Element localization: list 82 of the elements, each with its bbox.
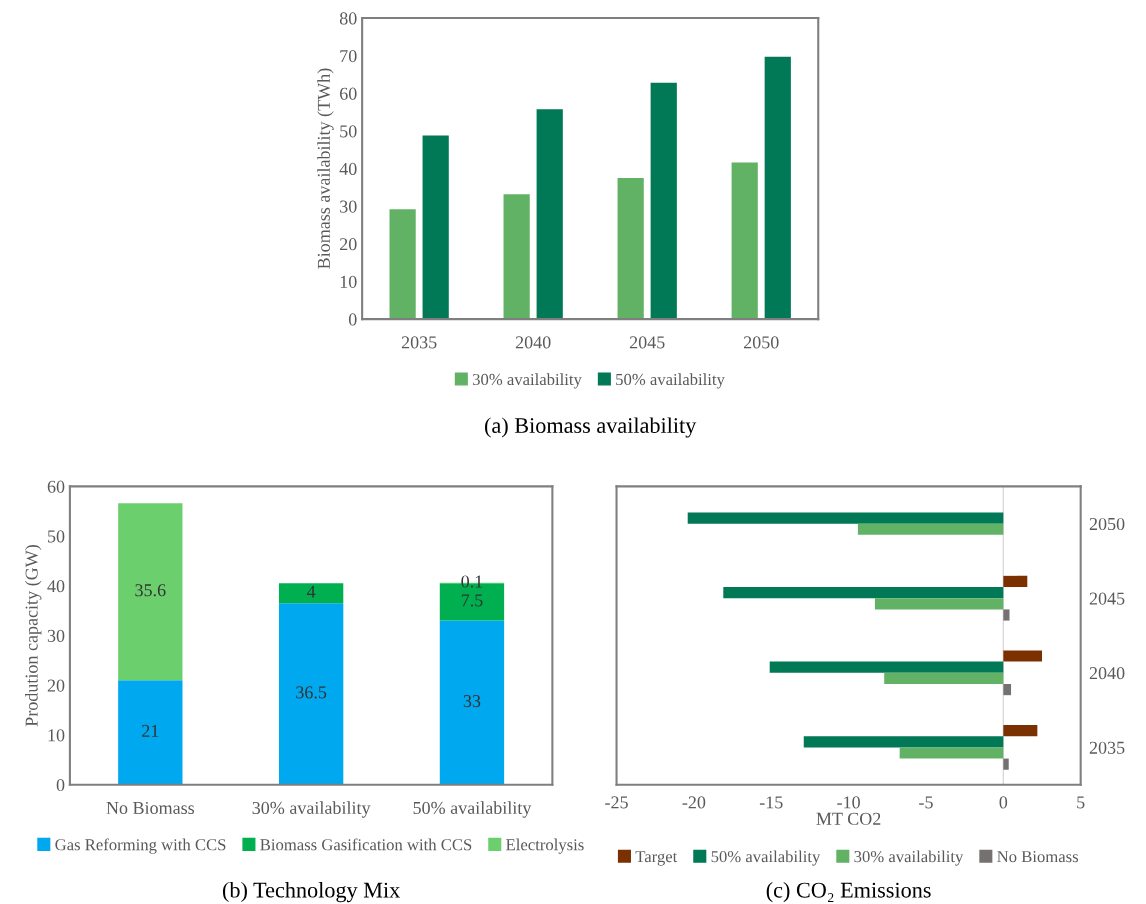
bar <box>803 736 1004 748</box>
y-tick-label: 2035 <box>1089 741 1125 754</box>
bar <box>503 194 530 320</box>
x-tick-label: No Biomass <box>106 801 195 815</box>
y-axis-title: Biomass availability (TWh) <box>317 68 334 269</box>
x-tick-label: 0 <box>999 796 1008 809</box>
legend-label: 30% availability <box>854 850 964 866</box>
x-tick-label: 2040 <box>515 336 551 349</box>
x-tick-label: 2045 <box>629 336 665 349</box>
bar <box>650 82 677 320</box>
y-tick-label: 30 <box>47 629 65 642</box>
x-tick-label: 50% availability <box>413 801 532 818</box>
bar <box>769 661 1004 673</box>
bar <box>1003 683 1012 696</box>
data-label: 35.6 <box>135 584 166 597</box>
y-tick-label: 0 <box>56 778 65 792</box>
y-axis-title: Prodution capacity (GW) <box>25 545 42 727</box>
data-label: 36.5 <box>296 686 327 699</box>
bar <box>884 672 1004 684</box>
x-tick-label: -25 <box>605 796 628 809</box>
bar <box>422 135 449 320</box>
bar <box>617 178 644 320</box>
legend-label: 50% availability <box>616 373 725 389</box>
y-tick-label: 50 <box>48 530 65 543</box>
y-tick-label: 10 <box>48 729 65 742</box>
bar <box>899 747 1004 759</box>
bar <box>857 523 1004 535</box>
legend-label: Electrolysis <box>506 838 584 854</box>
y-tick-label: 50 <box>340 125 357 138</box>
y-tick-label: 2040 <box>1089 667 1125 680</box>
y-tick-label: 70 <box>340 49 357 63</box>
x-tick-label: -15 <box>759 796 783 809</box>
bar <box>723 587 1004 599</box>
bar <box>278 583 344 604</box>
x-tick-label: 5 <box>1077 796 1085 809</box>
x-axis-title: MT CO2 <box>816 812 881 825</box>
x-tick-label: 2035 <box>401 336 437 349</box>
x-tick-label: 30% availability <box>252 801 371 818</box>
x-tick-label: -5 <box>919 796 933 809</box>
bar <box>874 598 1004 610</box>
bar <box>1003 575 1028 588</box>
bar <box>278 603 344 785</box>
y-tick-label: 40 <box>339 162 357 176</box>
legend-label: No Biomass <box>997 851 1079 863</box>
legend-label: 30% availability <box>472 373 582 389</box>
y-tick-label: 40 <box>47 580 65 593</box>
bar <box>1003 725 1038 737</box>
bar <box>1003 758 1009 770</box>
y-tick-label: 20 <box>47 679 65 692</box>
bar <box>118 680 183 785</box>
text: (a) Biomass availability <box>485 417 697 438</box>
x-tick-label: 2050 <box>743 336 779 349</box>
y-tick-label: 10 <box>340 275 357 288</box>
y-tick-label: 60 <box>340 87 357 100</box>
data-label: 7.5 <box>461 594 483 607</box>
y-tick-label: 0 <box>348 313 357 326</box>
legend-label: Biomass Gasification with CCS <box>260 838 472 851</box>
bar <box>439 620 505 785</box>
bar <box>389 209 416 320</box>
bar <box>536 109 563 320</box>
legend-label: Target <box>635 851 678 866</box>
y-tick-label: 20 <box>340 238 357 251</box>
data-label: 21 <box>142 724 159 737</box>
legend-label: 50% availability <box>711 850 821 866</box>
x-tick-label: -10 <box>837 796 860 809</box>
data-label: 33 <box>463 695 481 708</box>
bar <box>1003 650 1042 662</box>
bar <box>764 56 791 320</box>
y-tick-label: 60 <box>47 480 65 493</box>
x-tick-label: -20 <box>682 796 706 809</box>
data-label: 4 <box>306 585 316 598</box>
bar <box>1003 609 1010 621</box>
y-tick-label: 80 <box>339 12 357 25</box>
bar <box>687 512 1004 524</box>
bar <box>118 503 183 681</box>
y-tick-label: 2045 <box>1089 592 1125 605</box>
bar <box>731 162 758 320</box>
legend-label: Gas Reforming with CCS <box>55 838 226 854</box>
text: (c) CO₂ Emissions <box>766 881 931 903</box>
y-tick-label: 30 <box>340 200 357 213</box>
text: (b) Technology Mix <box>222 881 400 903</box>
y-tick-label: 2050 <box>1089 517 1125 531</box>
